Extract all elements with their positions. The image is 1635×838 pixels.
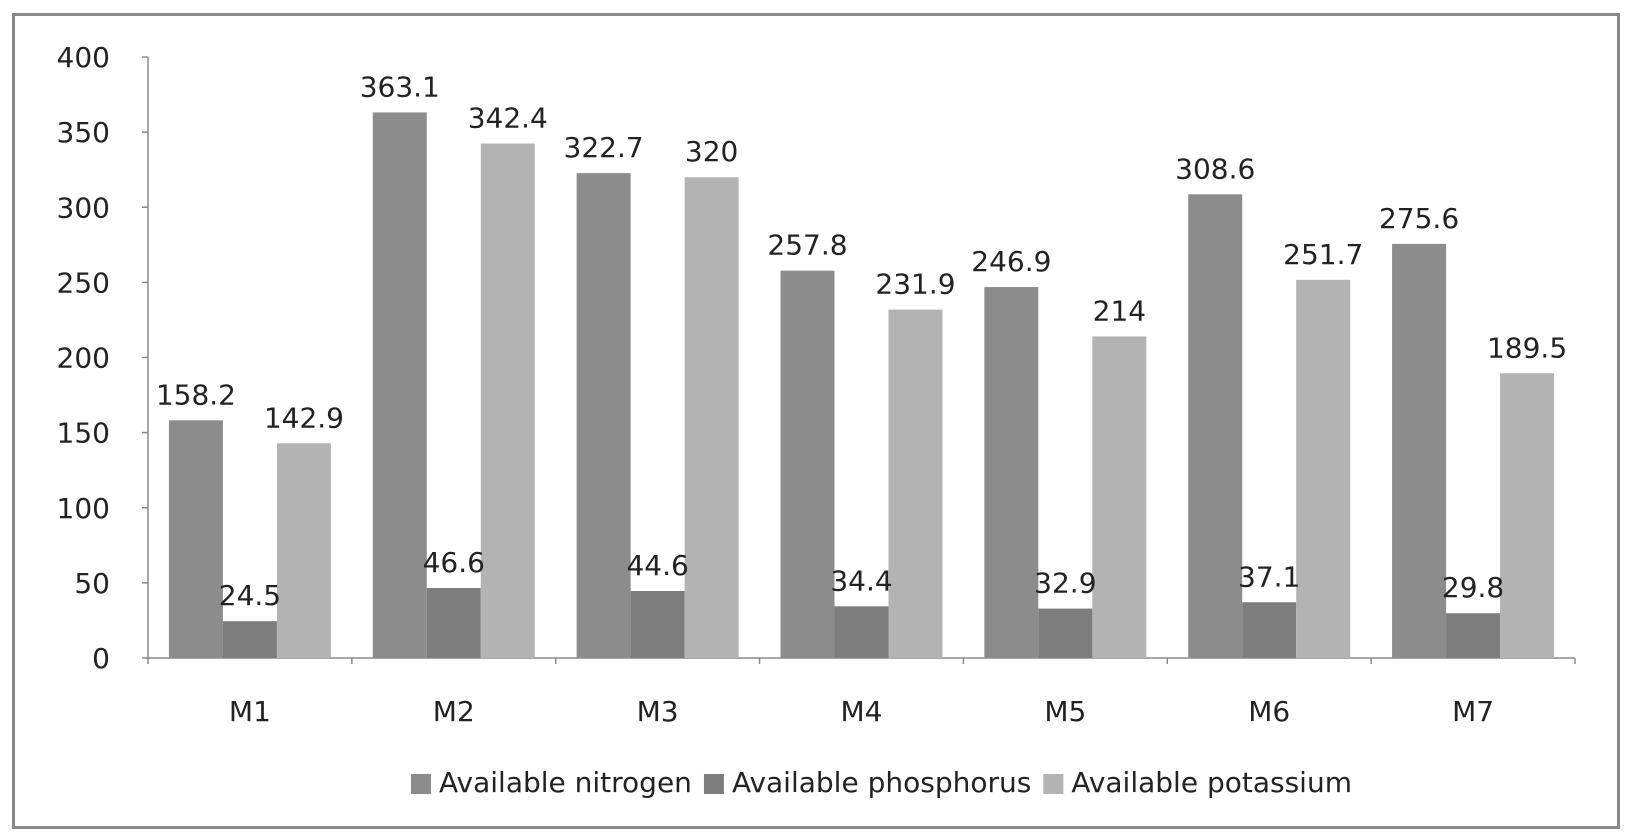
bar-available-phosphorus	[834, 606, 889, 658]
legend-swatch	[703, 774, 724, 794]
legend-swatch	[411, 774, 432, 794]
bar-available-nitrogen	[576, 173, 631, 658]
y-tick-label: 100	[57, 492, 110, 525]
bar-available-nitrogen	[1188, 194, 1243, 659]
data-label: 44.6	[626, 549, 688, 582]
bar-available-phosphorus	[1446, 613, 1501, 658]
bars	[168, 112, 1555, 659]
bar-available-potassium	[276, 443, 331, 658]
data-label: 322.7	[564, 131, 644, 164]
y-tick-label: 0	[92, 642, 110, 675]
data-labels: 158.2 24.5 142.9 363.1 46.6 342.4 322.7 44.6 320…	[156, 70, 1567, 612]
data-label: 342.4	[468, 102, 548, 135]
legend-label: Available nitrogen	[439, 766, 692, 799]
data-label: 34.4	[830, 564, 892, 597]
y-tick-label: 150	[57, 417, 110, 450]
data-label: 275.6	[1379, 202, 1459, 235]
data-label: 189.5	[1487, 331, 1567, 364]
y-tick-label: 400	[57, 41, 110, 74]
x-tick-label: M4	[841, 695, 883, 728]
data-label: 158.2	[156, 378, 236, 411]
data-label: 37.1	[1238, 560, 1300, 593]
data-label: 363.1	[360, 70, 440, 103]
y-tick-label: 200	[57, 342, 110, 375]
bar-available-nitrogen	[1392, 243, 1447, 658]
bar-available-phosphorus	[222, 621, 277, 658]
data-label: 29.8	[1442, 571, 1504, 604]
bar-available-potassium	[1500, 373, 1555, 658]
x-tick-label: M7	[1452, 695, 1494, 728]
data-label: 308.6	[1175, 152, 1255, 185]
y-tick-label: 50	[74, 567, 110, 600]
data-label: 24.5	[219, 579, 281, 612]
x-tick-label: M3	[637, 695, 679, 728]
legend-label: Available phosphorus	[732, 766, 1031, 799]
x-tick-label: M5	[1044, 695, 1086, 728]
legend-swatch	[1043, 774, 1064, 794]
bar-available-nitrogen	[780, 270, 835, 658]
data-label: 214	[1093, 294, 1146, 327]
x-tick-label: M1	[229, 695, 271, 728]
x-tick-label: M2	[433, 695, 475, 728]
legend: Available nitrogen Available phosphorus Av…	[411, 766, 1352, 799]
data-label: 320	[685, 135, 738, 168]
bar-available-phosphorus	[630, 590, 685, 658]
bar-available-potassium	[1296, 279, 1351, 658]
y-tick-label: 300	[57, 191, 110, 224]
data-label: 231.9	[875, 268, 955, 301]
legend-label: Available potassium	[1071, 766, 1352, 799]
bar-available-phosphorus	[1242, 602, 1297, 658]
data-label: 251.7	[1283, 238, 1363, 271]
data-label: 246.9	[971, 245, 1051, 278]
bar-available-potassium	[480, 143, 535, 658]
y-tick-label: 250	[57, 266, 110, 299]
bar-available-phosphorus	[426, 587, 481, 658]
bar-available-potassium	[684, 177, 739, 658]
data-label: 46.6	[423, 546, 485, 579]
bar-available-nitrogen	[168, 420, 223, 658]
data-label: 32.9	[1034, 567, 1096, 600]
bar-available-potassium	[888, 309, 943, 658]
bar-available-nitrogen	[372, 112, 427, 658]
bar-available-potassium	[1092, 336, 1147, 658]
data-label: 257.8	[767, 229, 847, 262]
bar-available-nitrogen	[984, 287, 1039, 658]
y-tick-label: 350	[57, 116, 110, 149]
bar-available-phosphorus	[1038, 608, 1093, 658]
data-label: 142.9	[264, 401, 344, 434]
x-tick-label: M6	[1248, 695, 1290, 728]
